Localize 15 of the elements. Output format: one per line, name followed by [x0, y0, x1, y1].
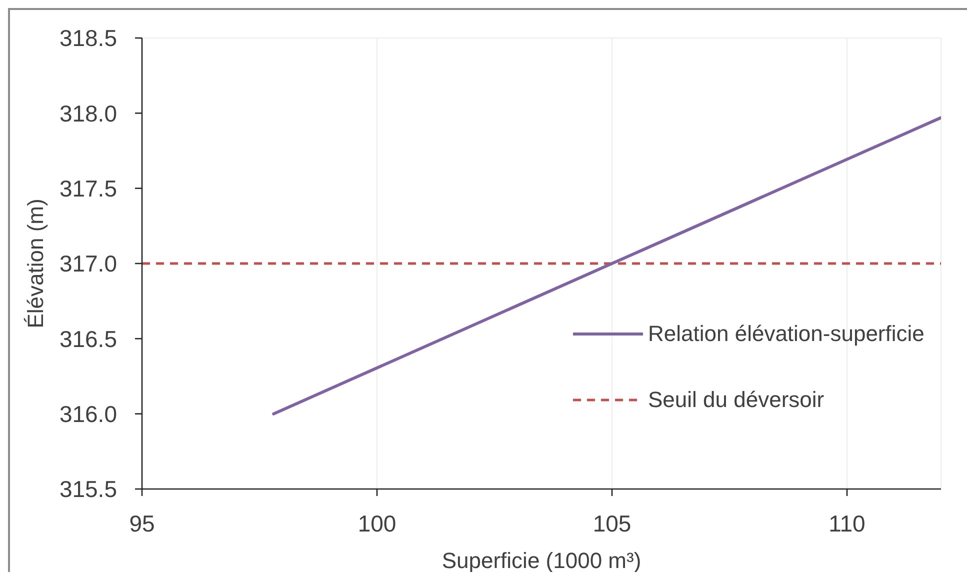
legend-label: Relation élévation-superficie	[648, 321, 924, 347]
y-tick-label: 317.5	[59, 176, 117, 202]
y-tick-label: 318.0	[59, 100, 117, 126]
x-tick-label: 105	[592, 510, 632, 536]
y-tick-label: 317.0	[59, 250, 117, 277]
y-tick-label: 315.5	[59, 476, 117, 502]
y-tick-label: 316.5	[59, 326, 117, 352]
y-tick-label: 318.5	[59, 25, 117, 52]
x-axis-title: Superficie (1000 m³)	[442, 548, 642, 572]
legend-label: Seuil du déversoir	[648, 387, 824, 413]
y-tick-label: 316.0	[59, 401, 117, 427]
x-tick-label: 110	[828, 510, 866, 536]
y-axis-title: Élévation (m)	[22, 198, 48, 328]
x-tick-label: 95	[129, 510, 155, 536]
x-tick-label: 100	[358, 510, 396, 536]
